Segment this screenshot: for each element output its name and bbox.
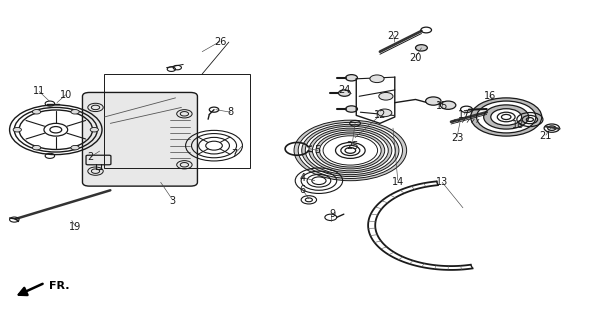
Text: 9: 9	[330, 209, 336, 219]
Text: 22: 22	[387, 31, 400, 41]
Circle shape	[346, 75, 358, 81]
Circle shape	[71, 145, 79, 150]
Text: 16: 16	[484, 91, 496, 101]
Text: 23: 23	[451, 133, 463, 143]
Circle shape	[425, 97, 441, 105]
Circle shape	[370, 75, 384, 83]
Text: 15: 15	[436, 101, 448, 111]
Polygon shape	[309, 128, 392, 173]
Circle shape	[71, 109, 79, 114]
Text: 6: 6	[300, 185, 306, 195]
Polygon shape	[470, 98, 542, 136]
Text: 14: 14	[391, 177, 404, 187]
Polygon shape	[294, 120, 407, 181]
Text: 17: 17	[458, 110, 470, 120]
Text: 4: 4	[300, 172, 306, 182]
Polygon shape	[476, 101, 536, 133]
Text: 13: 13	[436, 177, 448, 187]
Circle shape	[90, 127, 99, 132]
Text: 3: 3	[169, 196, 176, 206]
FancyBboxPatch shape	[83, 92, 197, 186]
Circle shape	[13, 127, 21, 132]
Circle shape	[339, 90, 350, 96]
Text: 26: 26	[214, 37, 226, 47]
Circle shape	[33, 109, 41, 114]
Text: FR.: FR.	[49, 281, 69, 291]
Text: 25: 25	[346, 141, 358, 151]
Circle shape	[416, 45, 427, 51]
Text: 8: 8	[228, 107, 233, 117]
Polygon shape	[305, 126, 396, 175]
Polygon shape	[484, 105, 529, 129]
Polygon shape	[316, 132, 385, 169]
Text: 12: 12	[374, 110, 386, 120]
Text: 7: 7	[232, 148, 238, 159]
Text: 24: 24	[338, 85, 350, 95]
Circle shape	[346, 106, 358, 112]
Text: 20: 20	[409, 53, 422, 63]
Text: 11: 11	[33, 86, 45, 97]
Polygon shape	[302, 124, 399, 177]
Text: 21: 21	[540, 131, 552, 141]
Polygon shape	[320, 134, 381, 167]
Circle shape	[378, 109, 392, 117]
Text: 5: 5	[315, 146, 321, 156]
Text: 10: 10	[60, 90, 72, 100]
Polygon shape	[298, 123, 403, 179]
Circle shape	[33, 145, 41, 150]
Circle shape	[379, 92, 393, 100]
Text: 2: 2	[88, 152, 94, 162]
Polygon shape	[312, 130, 388, 171]
Text: 18: 18	[512, 120, 524, 130]
Polygon shape	[491, 109, 522, 125]
Bar	[105, 74, 249, 168]
Circle shape	[440, 101, 456, 109]
Text: 19: 19	[69, 222, 81, 232]
